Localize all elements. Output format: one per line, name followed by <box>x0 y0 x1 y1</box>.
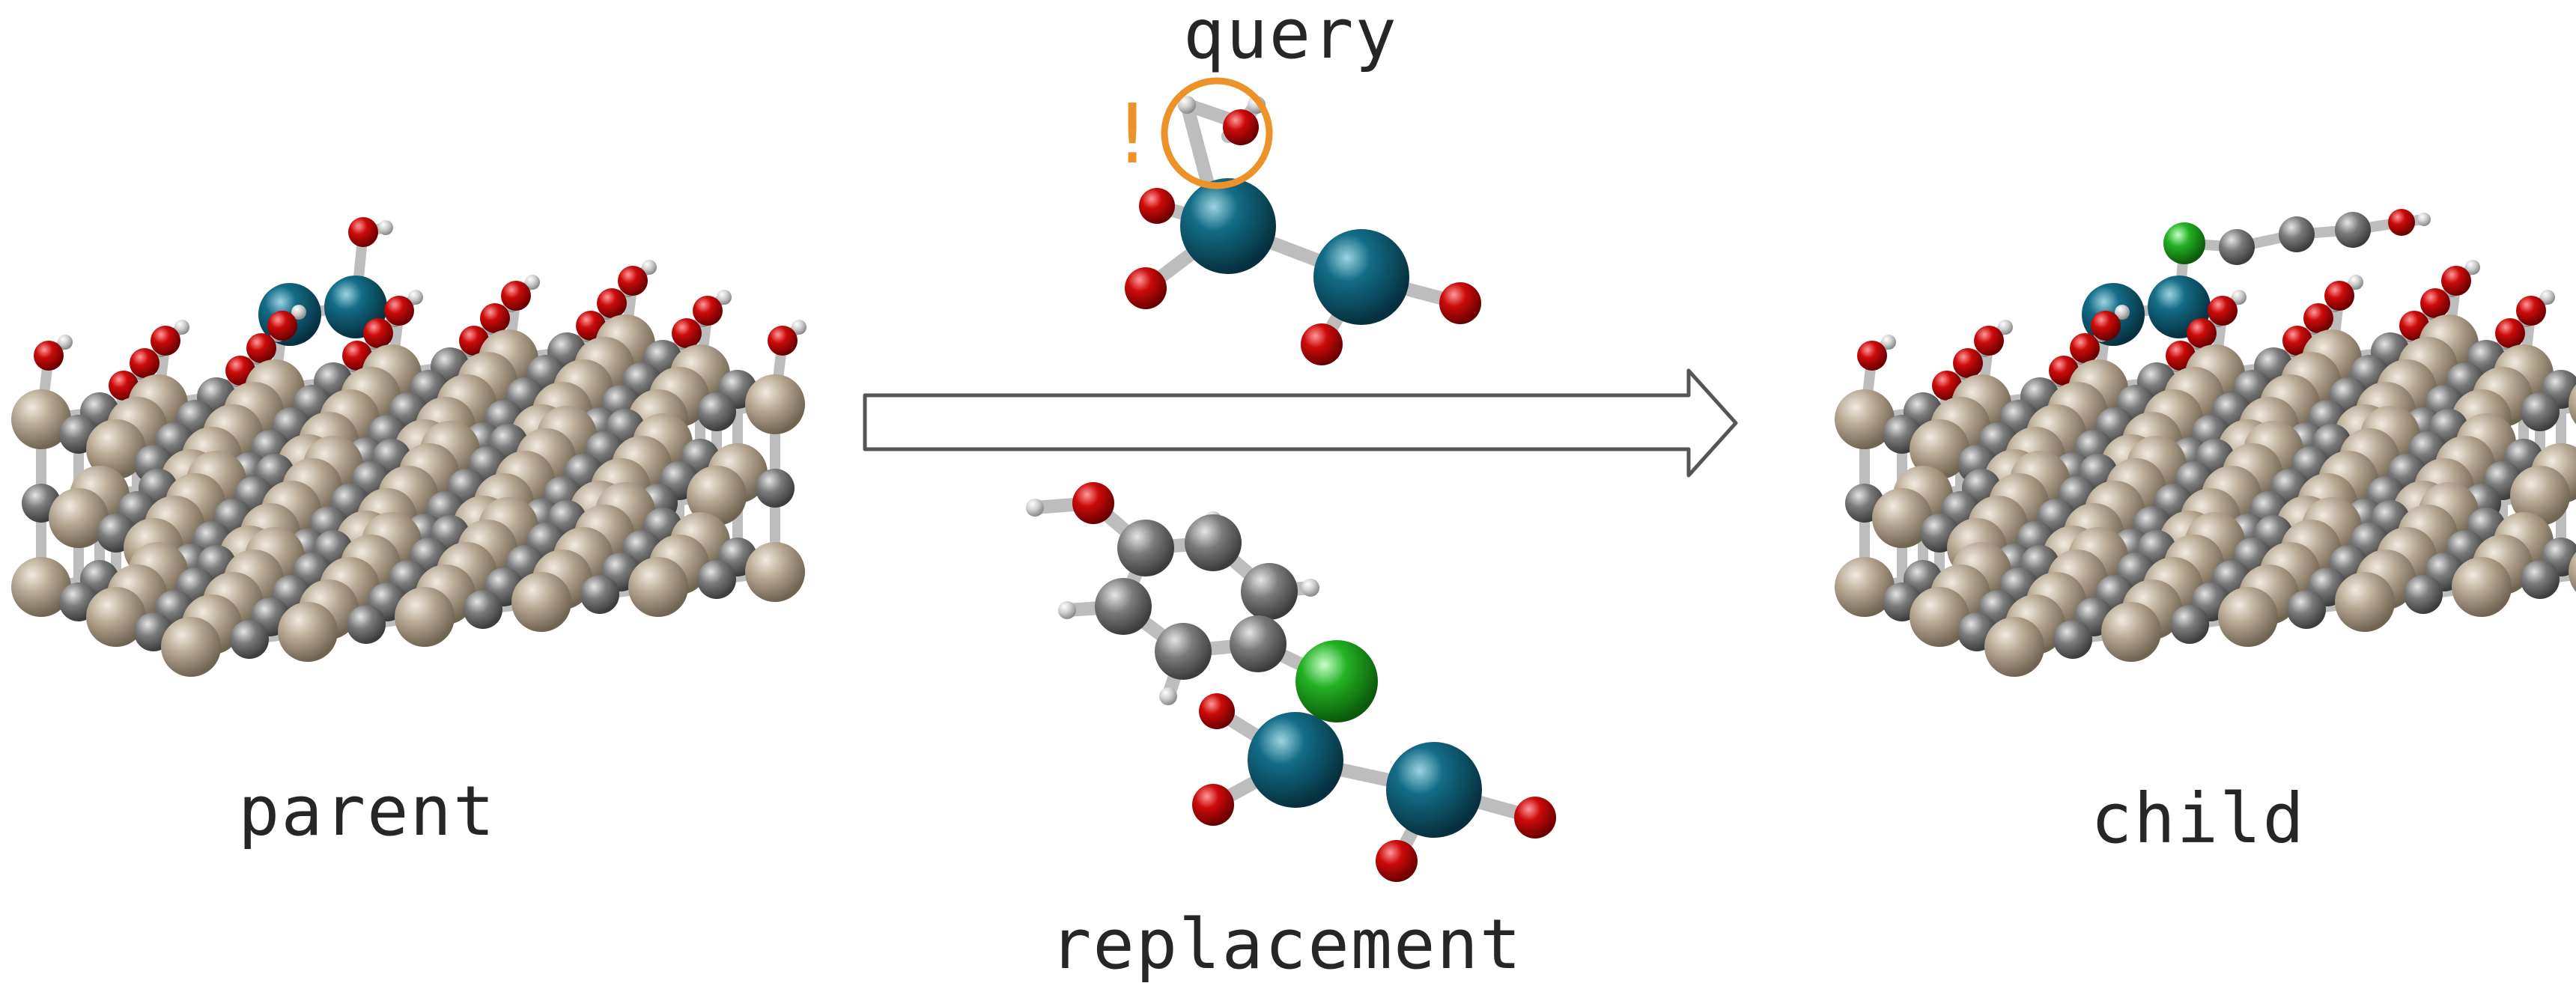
child-label: child <box>2091 779 2306 859</box>
query-label: query <box>1183 0 1398 74</box>
replacement-label: replacement <box>1050 904 1523 985</box>
child-slab-structure <box>1835 209 2576 677</box>
highlight-circle-icon <box>1161 77 1273 189</box>
query-fragment <box>1125 96 1481 365</box>
replacement-fragment <box>1026 482 1556 882</box>
parent-slab-structure <box>11 217 806 677</box>
parent-label: parent <box>238 771 496 851</box>
alert-mark: ! <box>1116 86 1149 182</box>
reaction-arrow-icon <box>863 368 1738 478</box>
